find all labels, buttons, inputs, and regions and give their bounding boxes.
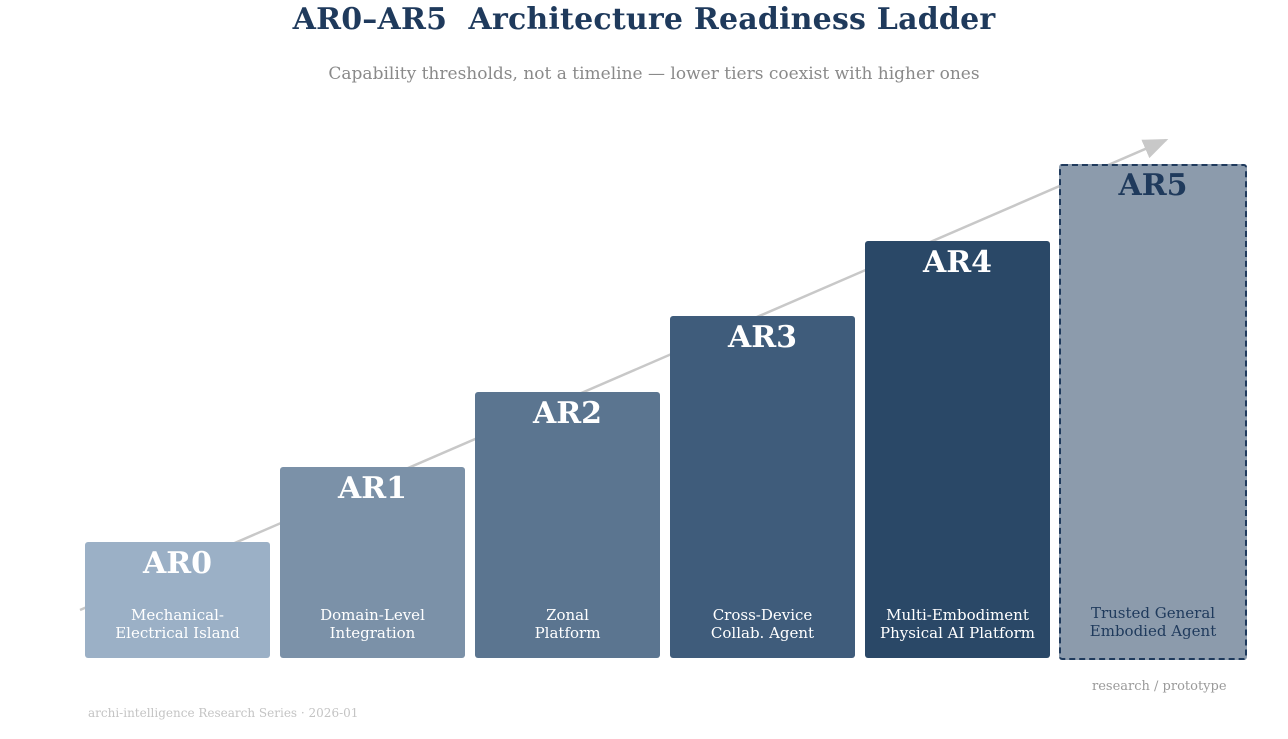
- tier-description-line: Cross-Device: [712, 606, 813, 624]
- tier-label: AR5: [1118, 168, 1188, 203]
- tier-description-line: Mechanical-: [131, 606, 224, 624]
- tier-step-ar4: AR4 Multi-Embodiment Physical AI Platfor…: [865, 241, 1050, 658]
- tier-step-ar3: AR3 Cross-Device Collab. Agent: [670, 316, 855, 658]
- tier-label: AR0: [142, 546, 213, 581]
- page-title: AR0–AR5 Architecture Readiness Ladder: [292, 2, 996, 37]
- tier-description: Trusted General Embodied Agent: [1061, 604, 1245, 640]
- tier-description-line: Collab. Agent: [710, 624, 815, 642]
- footer-credit: archi-intelligence Research Series · 202…: [88, 706, 359, 720]
- tier-label: AR3: [727, 320, 798, 355]
- ar5-status-note: research / prototype: [1092, 679, 1227, 694]
- tier-description: Domain-Level Integration: [280, 606, 465, 642]
- tier-description-line: Embodied Agent: [1089, 622, 1217, 640]
- page-subtitle: Capability thresholds, not a timeline — …: [328, 64, 980, 84]
- tier-description: Zonal Platform: [475, 606, 660, 642]
- tier-label: AR2: [532, 396, 603, 431]
- tier-description-line: Physical AI Platform: [880, 624, 1035, 642]
- tier-label: AR1: [337, 471, 408, 506]
- tier-step-ar1: AR1 Domain-Level Integration: [280, 467, 465, 658]
- tier-description-line: Electrical Island: [115, 624, 240, 642]
- tier-step-ar2: AR2 Zonal Platform: [475, 392, 660, 658]
- tier-description-line: Trusted General: [1090, 604, 1216, 622]
- tier-step-ar5: AR5 Trusted General Embodied Agent: [1059, 164, 1247, 660]
- tier-label: AR4: [922, 245, 993, 280]
- tier-description: Multi-Embodiment Physical AI Platform: [865, 606, 1050, 642]
- tier-description: Cross-Device Collab. Agent: [670, 606, 855, 642]
- tier-description: Mechanical- Electrical Island: [85, 606, 270, 642]
- tier-description-line: Multi-Embodiment: [886, 606, 1029, 624]
- tier-step-ar0: AR0 Mechanical- Electrical Island: [85, 542, 270, 658]
- tier-description-line: Zonal: [546, 606, 589, 624]
- tier-description-line: Platform: [534, 624, 601, 642]
- tier-description-line: Integration: [329, 624, 416, 642]
- tier-description-line: Domain-Level: [320, 606, 425, 624]
